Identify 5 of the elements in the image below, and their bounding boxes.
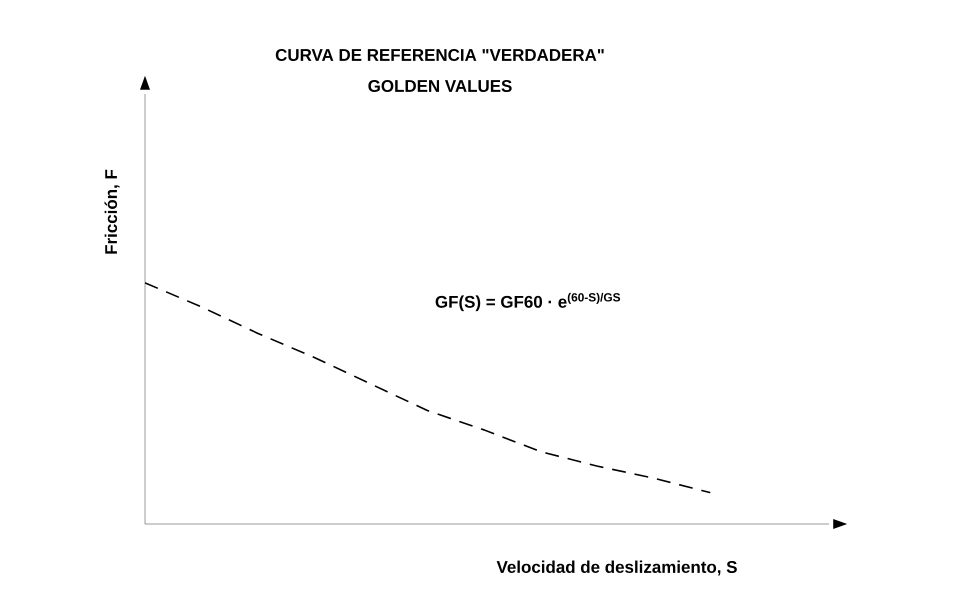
annotation: GF(S) = GF60 · e$^{(60-S)/GS}$ [436, 292, 620, 312]
y-axis-title: Fricción, F [104, 170, 120, 254]
chart-subtitle: GOLDEN VALUES [368, 80, 512, 92]
x-axis-title: Velocidad de deslizamiento, S [496, 560, 737, 576]
chart-title: CURVA DE REFERENCIA "VERDADERA" [276, 48, 604, 61]
